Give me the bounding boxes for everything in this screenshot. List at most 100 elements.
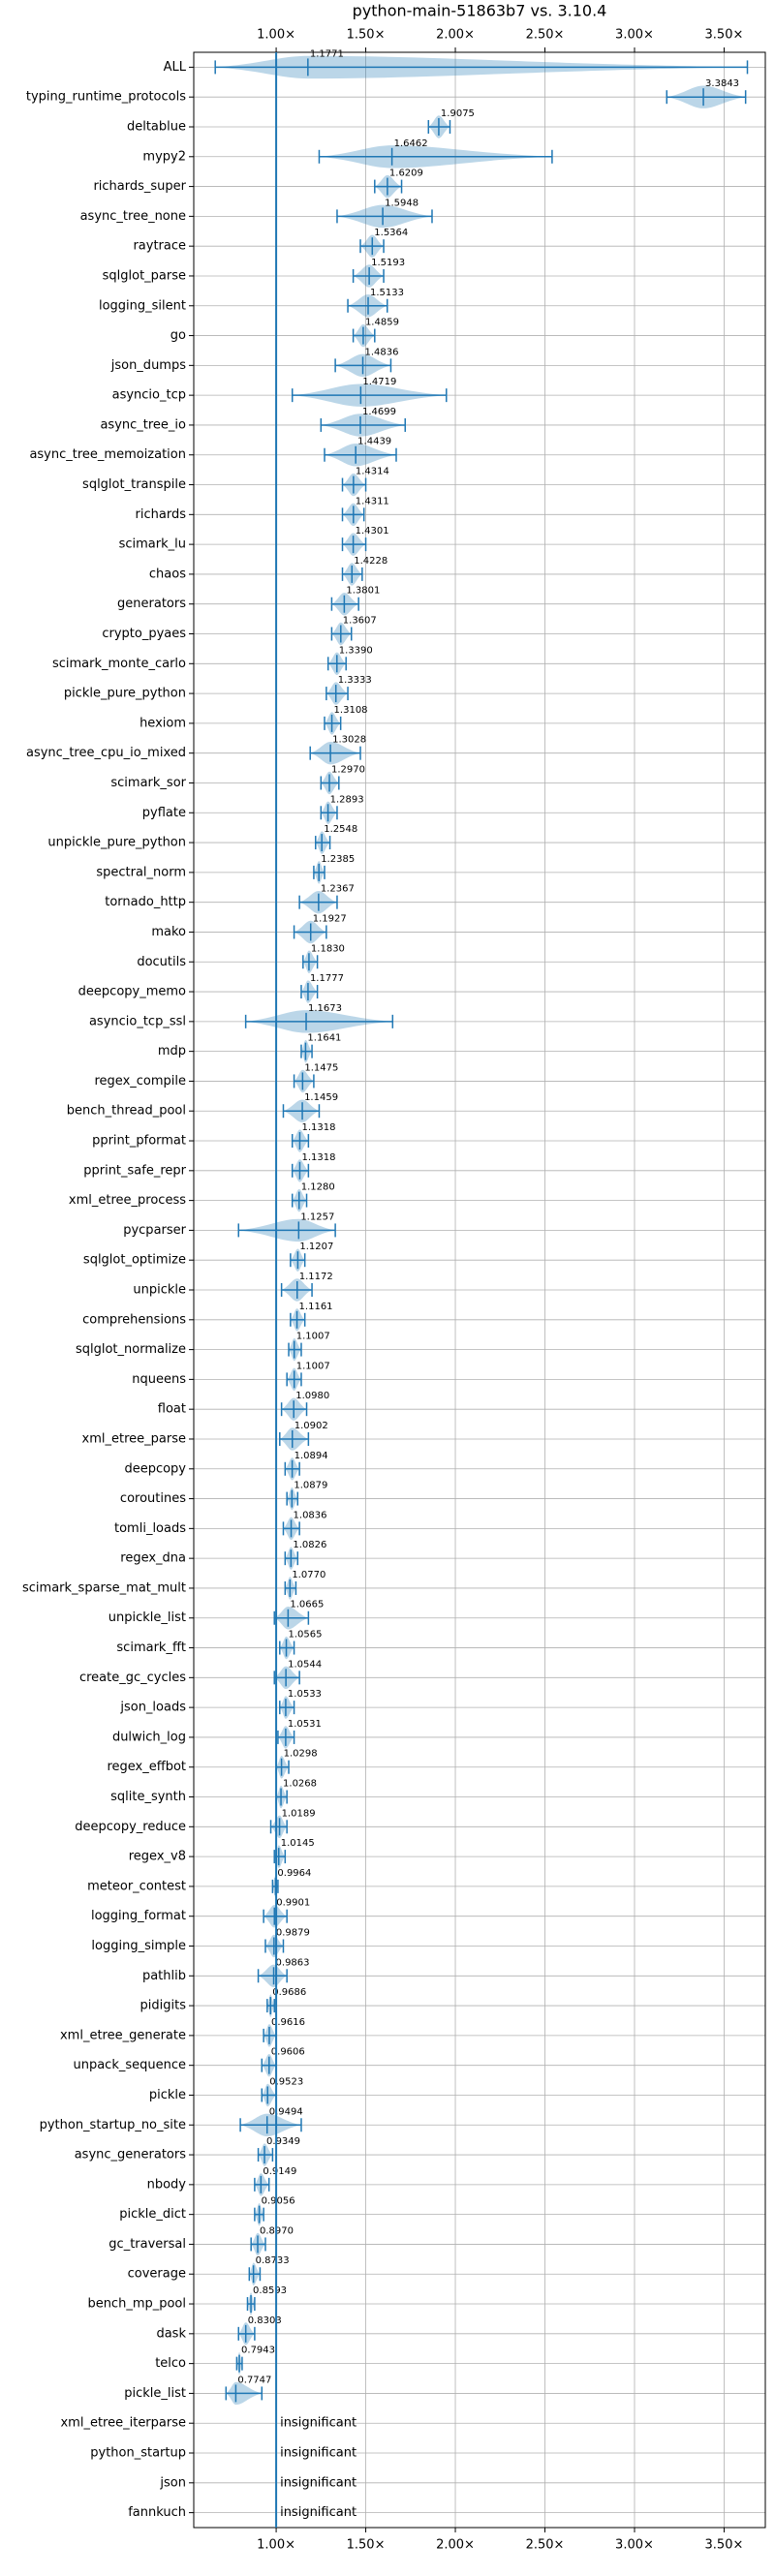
y-tick-label: pyflate [142, 806, 186, 820]
y-tick-label: crypto_pyaes [102, 627, 186, 641]
value-label: 1.0980 [295, 1391, 329, 1401]
y-tick-label: sqlglot_normalize [76, 1342, 186, 1357]
y-tick-label: deepcopy_reduce [75, 1820, 186, 1834]
y-tick-label: logging_format [91, 1909, 186, 1923]
value-label: 1.6209 [389, 169, 423, 179]
x-tick-label-top: 3.00× [615, 28, 654, 43]
value-label: 0.8733 [256, 2255, 290, 2266]
y-tick-label: pidigits [140, 1999, 187, 2013]
y-tick-label: xml_etree_iterparse [60, 2416, 186, 2431]
y-tick-label: sqlite_synth [110, 1790, 186, 1804]
y-tick-label: regex_v8 [129, 1850, 186, 1864]
x-tick-label-top: 2.50× [526, 28, 565, 43]
y-tick-label: pickle_pure_python [64, 687, 186, 701]
y-tick-label: meteor_contest [87, 1879, 186, 1893]
value-label: 1.1007 [296, 1332, 330, 1342]
value-label: 1.0298 [284, 1749, 318, 1760]
y-tick-label: pickle_dict [119, 2207, 186, 2222]
value-label: 1.4228 [354, 556, 388, 567]
value-label: 1.5364 [374, 228, 408, 238]
value-label: 1.1771 [310, 48, 344, 59]
value-label: 1.2548 [324, 824, 357, 835]
value-label: 1.0531 [288, 1719, 322, 1730]
insignificant-label: insignificant [280, 2446, 356, 2461]
value-label: 0.7747 [237, 2375, 271, 2385]
value-label: 0.9964 [277, 1868, 311, 1879]
value-label: 1.0665 [290, 1600, 324, 1610]
value-label: 0.9494 [269, 2106, 303, 2117]
y-tick-label: tomli_loads [114, 1521, 186, 1536]
y-tick-label: coverage [128, 2267, 186, 2282]
plot-frame [193, 51, 766, 2529]
y-tick-label: raytrace [133, 239, 186, 254]
y-tick-label: python_startup_no_site [40, 2118, 186, 2132]
value-label: 1.4314 [356, 467, 389, 477]
y-tick-label: scimark_sor [110, 776, 186, 790]
value-label: 1.3108 [334, 705, 368, 716]
value-label: 1.1830 [311, 943, 345, 954]
y-tick-label: scimark_sparse_mat_mult [22, 1580, 186, 1595]
insignificant-label: insignificant [280, 2505, 356, 2520]
value-label: 0.9349 [266, 2136, 300, 2147]
value-label: 1.3333 [338, 675, 372, 686]
y-tick-label: float [158, 1402, 186, 1417]
value-label: 1.4836 [365, 347, 399, 357]
y-tick-label: chaos [149, 567, 186, 581]
y-tick-label: scimark_monte_carlo [52, 657, 186, 671]
y-tick-label: json_loads [119, 1701, 186, 1715]
y-tick-label: sqlglot_transpile [82, 477, 186, 492]
y-tick-label: xml_etree_generate [60, 2028, 186, 2042]
y-tick-label: mako [151, 925, 186, 939]
y-tick-label: asyncio_tcp_ssl [89, 1014, 186, 1028]
y-tick-label: unpickle_list [108, 1610, 186, 1625]
value-label: 0.9523 [269, 2076, 303, 2087]
y-tick-label: regex_effbot [107, 1760, 186, 1774]
y-tick-label: fannkuch [128, 2505, 186, 2520]
value-label: 1.4699 [362, 407, 396, 417]
y-tick-label: deepcopy [124, 1461, 186, 1476]
y-tick-label: comprehensions [82, 1312, 186, 1327]
y-tick-label: spectral_norm [96, 865, 186, 879]
value-label: 1.4301 [356, 526, 389, 537]
value-label: 0.9616 [271, 2017, 305, 2028]
value-label: 1.3390 [339, 645, 373, 656]
value-label: 1.1280 [301, 1182, 335, 1193]
y-tick-label: typing_runtime_protocols [26, 90, 186, 105]
y-tick-label: nqueens [132, 1372, 186, 1387]
y-tick-label: unpickle_pure_python [47, 836, 186, 850]
y-tick-label: mdp [158, 1044, 186, 1058]
x-tick-label: 3.00× [615, 2538, 654, 2553]
y-tick-label: bench_mp_pool [87, 2297, 186, 2312]
value-label: 1.1318 [301, 1122, 335, 1133]
value-label: 1.2367 [321, 884, 355, 895]
value-label: 1.0544 [288, 1659, 322, 1670]
value-label: 0.9863 [276, 1957, 310, 1968]
x-tick-label: 2.00× [436, 2538, 475, 2553]
value-label: 1.0894 [294, 1451, 328, 1461]
value-label: 1.1007 [296, 1361, 330, 1371]
value-label: 1.0879 [294, 1481, 327, 1491]
value-label: 1.0902 [294, 1421, 328, 1431]
y-tick-label: scimark_fft [116, 1641, 186, 1655]
y-tick-label: pickle [149, 2088, 186, 2102]
y-tick-label: hexiom [140, 716, 186, 730]
value-label: 1.2385 [321, 854, 355, 865]
y-tick-label: async_tree_none [80, 209, 186, 224]
y-tick-label: richards_super [93, 179, 186, 194]
value-label: 1.1257 [300, 1211, 334, 1222]
insignificant-label: insignificant [280, 2416, 356, 2431]
y-tick-label: xml_etree_parse [82, 1431, 186, 1446]
x-tick-label: 3.50× [705, 2538, 744, 2553]
y-tick-label: async_tree_memoization [29, 447, 186, 462]
chart-title: python-main-51863b7 vs. 3.10.4 [353, 2, 607, 20]
x-tick-label: 2.50× [526, 2538, 565, 2553]
y-tick-label: mypy2 [142, 149, 186, 164]
value-label: 1.2970 [331, 764, 365, 775]
y-tick-label: gc_traversal [108, 2237, 186, 2252]
y-tick-label: async_generators [75, 2148, 187, 2162]
x-tick-label: 1.50× [347, 2538, 386, 2553]
value-label: 1.5133 [370, 288, 404, 298]
y-tick-label: json_dumps [110, 358, 186, 373]
value-label: 0.9056 [262, 2196, 295, 2207]
